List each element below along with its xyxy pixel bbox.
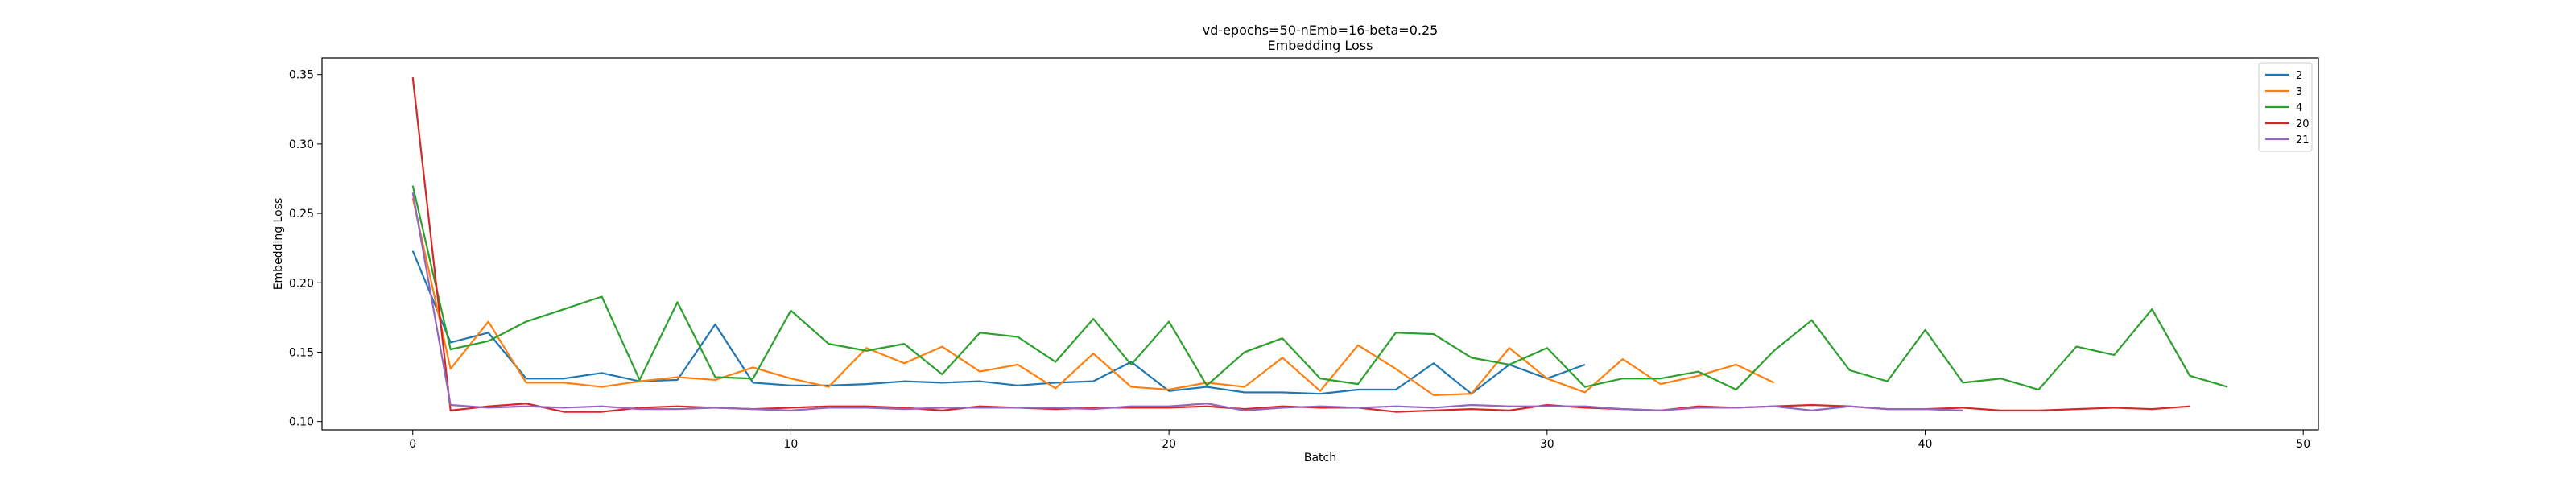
legend-label: 21 [2296,134,2310,147]
legend-label: 2 [2296,70,2302,82]
x-tick-label: 20 [1162,438,1176,451]
series-layer [411,77,2228,413]
legend-label: 4 [2296,102,2302,114]
legend-label: 3 [2296,86,2302,98]
x-tick-label: 30 [1540,438,1554,451]
y-axis-label: Embedding Loss [272,198,285,291]
legend-label: 20 [2296,118,2310,130]
plot-area-frame [321,57,2319,431]
series-line-4 [411,185,2228,391]
y-tick-label: 0.20 [289,277,314,290]
x-tick-label: 50 [2296,438,2310,451]
x-tick-label: 10 [784,438,799,451]
series-line-3 [411,197,1775,396]
x-tick-label: 0 [409,438,416,451]
y-tick-label: 0.10 [289,416,314,429]
series-line-2 [411,250,1586,395]
x-axis-label: Batch [1304,452,1336,464]
y-tick-label: 0.25 [289,208,314,221]
chart-title: vd-epochs=50-nEmb=16-beta=0.25 [1203,23,1439,38]
x-tick-label: 40 [1918,438,1933,451]
legend: 2 3 4 20 21 [2258,62,2313,152]
y-tick-label: 0.30 [289,138,314,151]
tick-layer: 0 10 20 30 40 50 0.10 0.15 0.20 0.25 0.30 0.35 [289,69,2310,451]
chart-subtitle: Embedding Loss [1268,38,1373,53]
y-tick-label: 0.35 [289,69,314,82]
series-line-21 [411,192,1963,411]
y-tick-label: 0.15 [289,346,314,359]
